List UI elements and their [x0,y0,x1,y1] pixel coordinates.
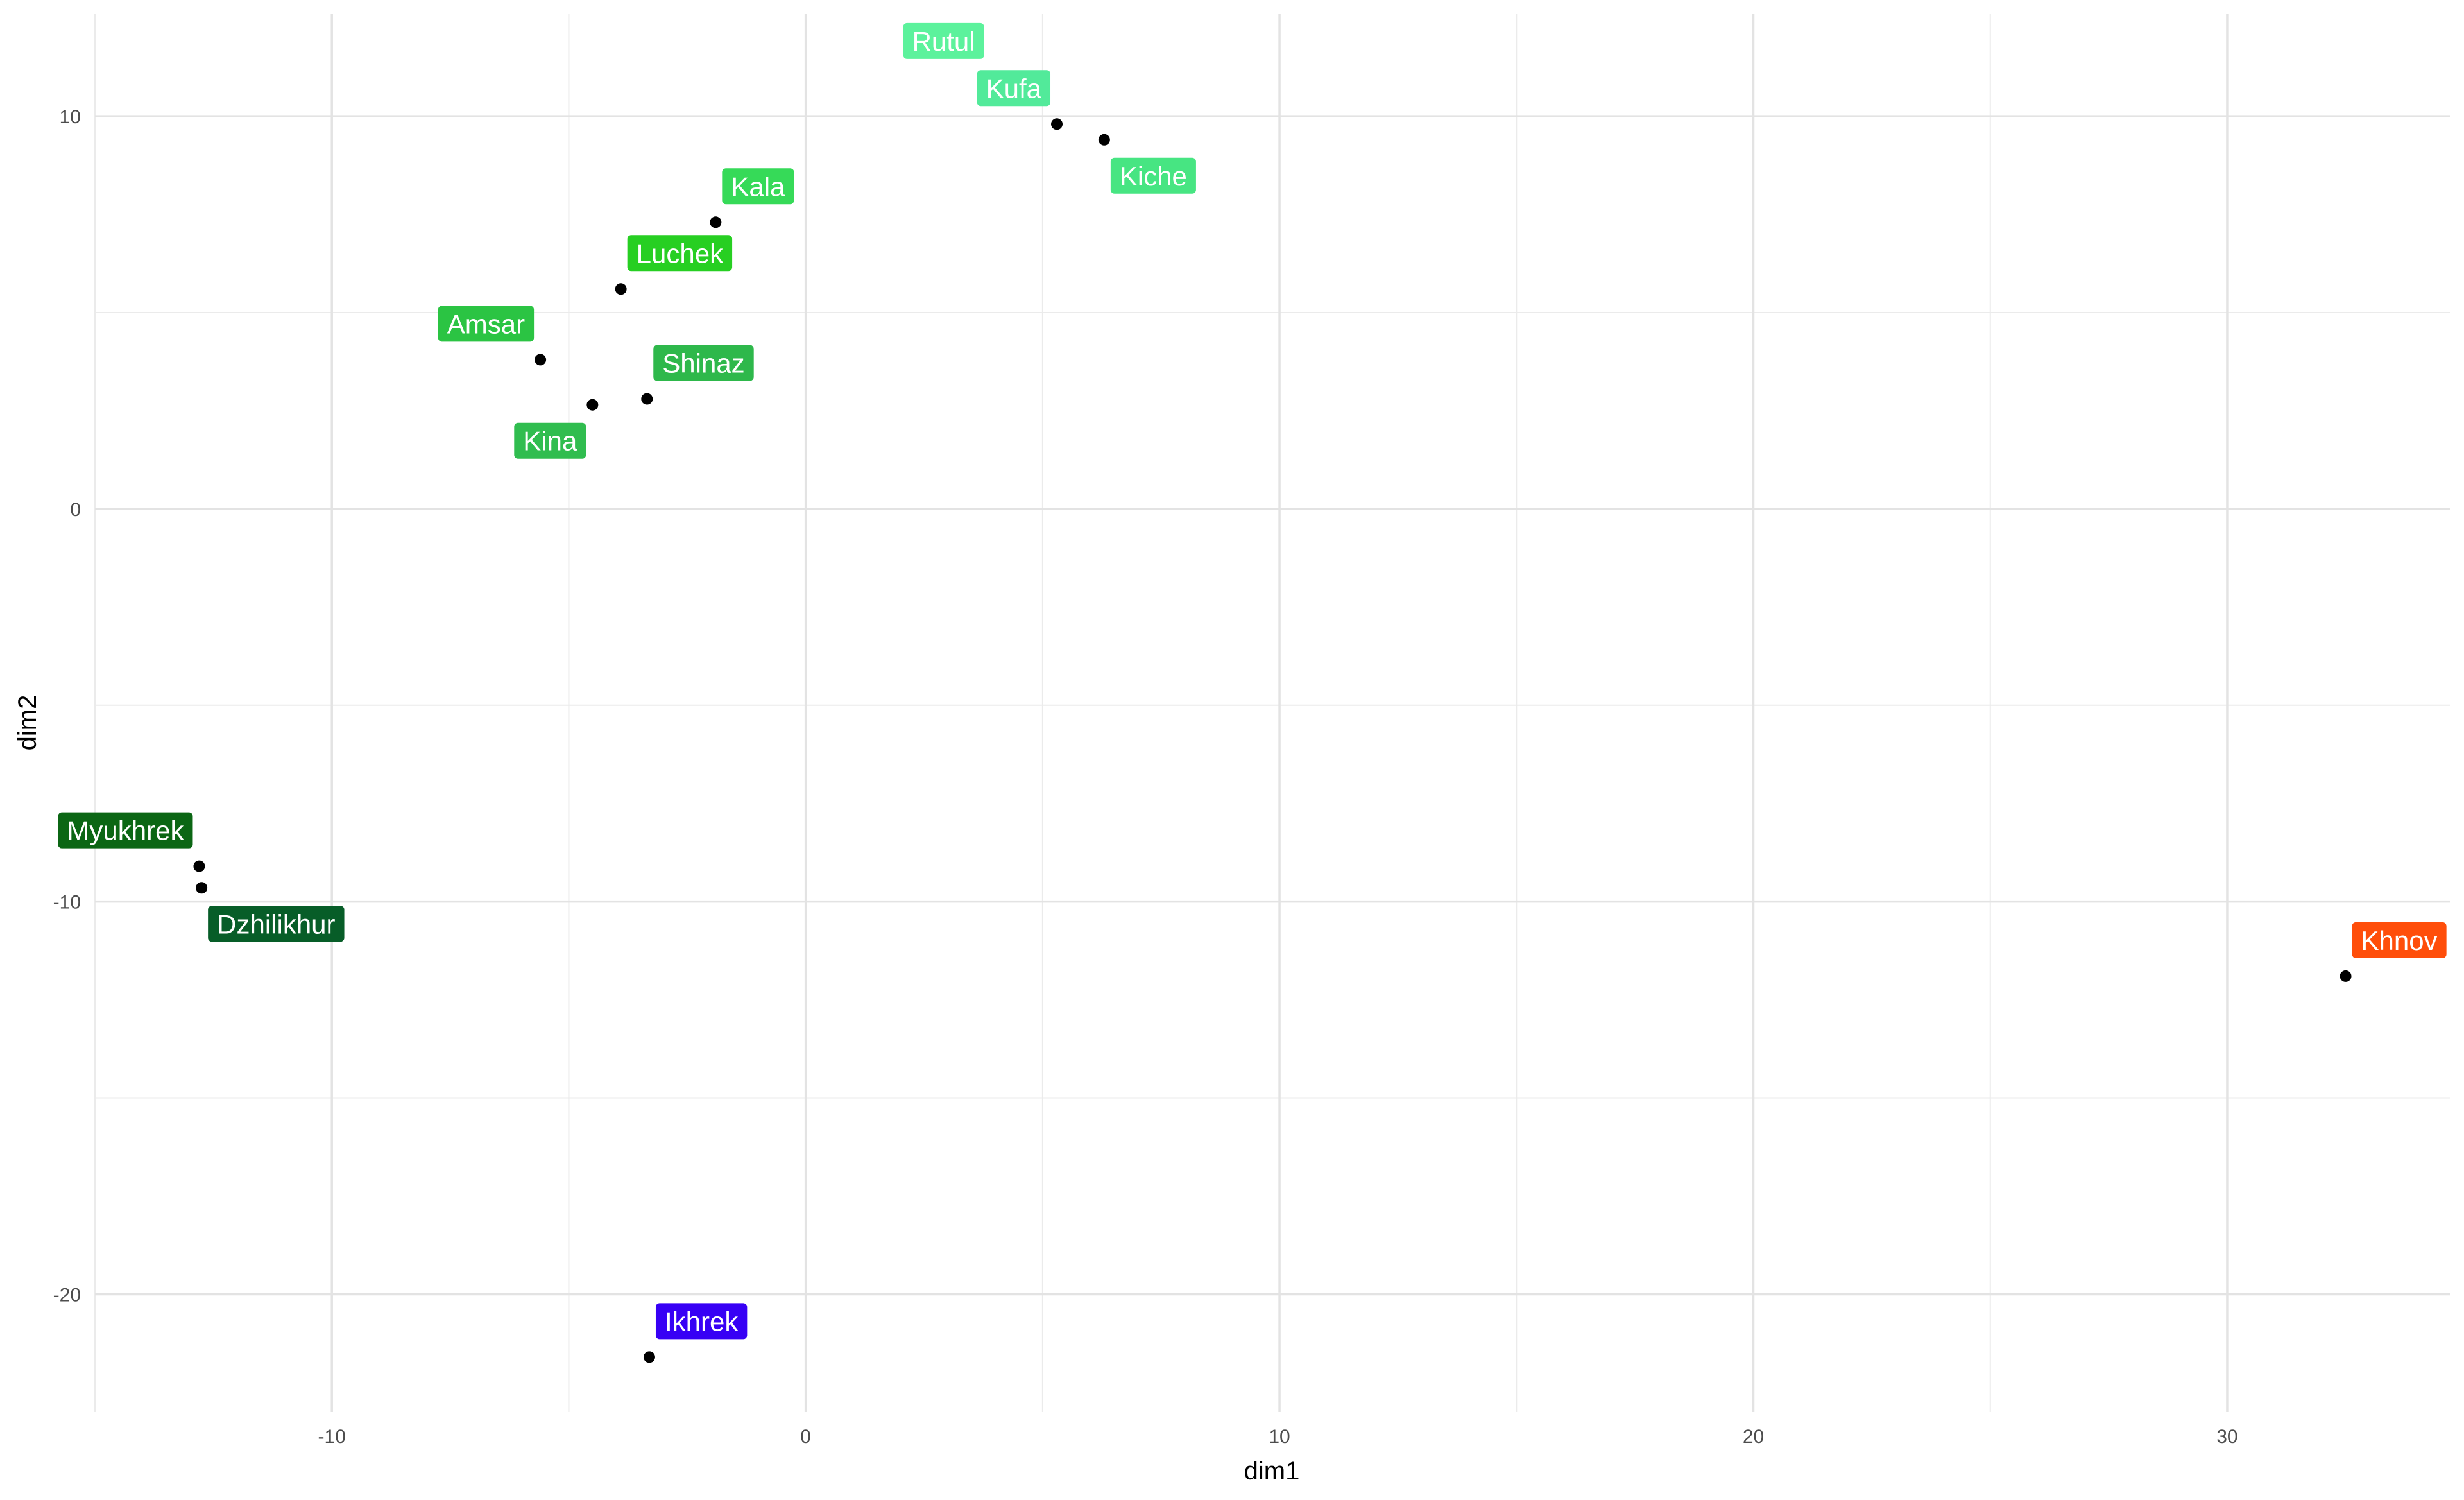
label-background [514,422,586,459]
point-label: Kina [514,422,586,459]
point-label: Ikhrek [655,1303,748,1340]
label-text: Kina [523,426,578,456]
y-tick-label: -10 [53,892,81,913]
label-background [58,812,193,849]
label-text: Rutul [912,26,975,56]
label-background [438,306,535,342]
label-text: Kala [731,171,785,202]
x-tick-label: -10 [318,1426,346,1447]
label-background [208,906,345,942]
label-background [655,1303,748,1340]
y-tick-label: -20 [53,1284,81,1306]
label-text: Dzhilikhur [217,909,335,939]
y-axis-title: dim2 [13,695,42,751]
label-text: Myukhrek [67,816,184,846]
data-point [1098,134,1110,146]
data-point [535,354,547,366]
label-background [722,168,794,205]
point-label: Dzhilikhur [208,906,345,942]
data-point [2340,970,2352,982]
grid-minor [94,14,2450,1412]
data-point [586,399,599,411]
point-label: Myukhrek [58,812,193,849]
label-text: Kiche [1120,161,1187,191]
label-text: Shinaz [662,349,744,379]
label-text: Kufa [986,73,1042,103]
label-background [653,345,754,381]
point-label: Luchek [627,235,733,272]
label-background [977,70,1051,107]
data-point [643,1351,655,1363]
point-label: Kala [722,168,794,205]
data-points [193,71,2352,1363]
point-labels: Rutul Kufa Kiche Kala Luchek Amsar Shinaz Kina M… [58,22,2447,1340]
point-label: Kufa [977,70,1051,107]
x-tick-label: 10 [1269,1426,1290,1447]
y-tick-label: 10 [60,107,81,128]
label-text: Khnov [2361,926,2438,956]
y-axis-ticks: -20 -10 0 10 [53,107,81,1306]
grid-major [95,14,2450,1412]
data-point [641,393,653,405]
data-point [1051,118,1063,130]
label-text: Ikhrek [665,1306,739,1336]
point-label: Rutul [903,22,984,59]
label-background [627,235,733,272]
label-background [903,22,984,59]
data-point [615,283,627,295]
x-axis-title: dim1 [1244,1457,1300,1485]
label-background [1110,157,1196,194]
label-background [2352,922,2447,958]
data-point [196,882,208,894]
data-point [710,216,722,228]
x-tick-label: 0 [800,1426,811,1447]
point-label: Kiche [1110,157,1196,194]
label-text: Amsar [447,309,525,339]
point-label: Shinaz [653,345,754,381]
x-tick-label: 20 [1743,1426,1764,1447]
label-text: Luchek [637,238,724,268]
x-tick-label: 30 [2216,1426,2237,1447]
x-axis-ticks: -10 0 10 20 30 [318,1426,2238,1447]
data-point [193,860,205,872]
point-label: Khnov [2352,922,2447,958]
y-tick-label: 0 [70,499,81,521]
point-label: Amsar [438,306,535,342]
